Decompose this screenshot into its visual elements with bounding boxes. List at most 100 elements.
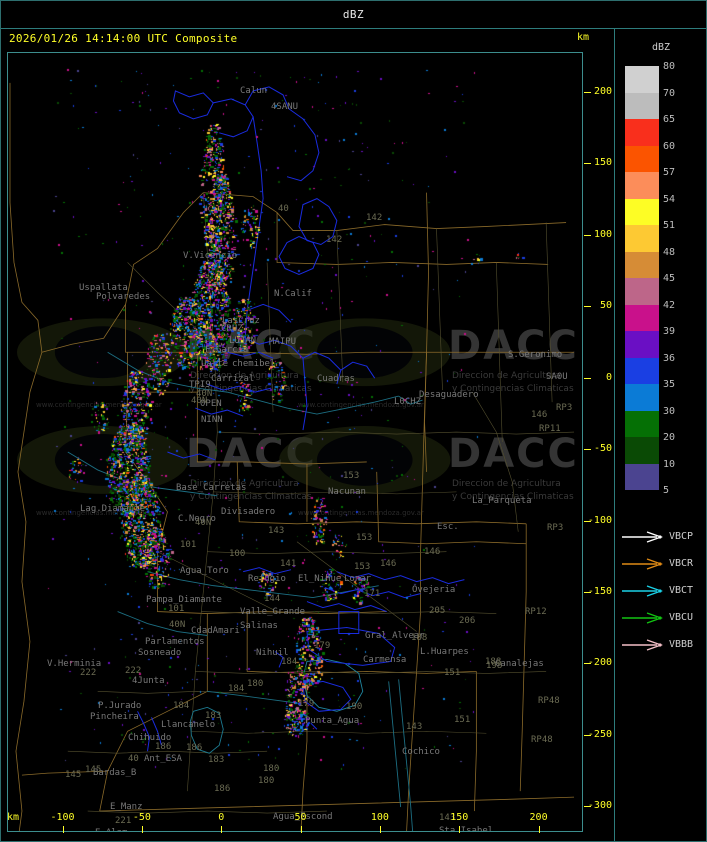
place-label: 0PEN bbox=[200, 399, 222, 409]
place-label: Agua_Escond bbox=[273, 812, 333, 822]
route-number-label: 179 bbox=[298, 699, 315, 709]
color-scale-tick-label: 51 bbox=[663, 220, 676, 231]
place-label: C.Negro bbox=[178, 514, 216, 524]
color-scale-tick-label: 48 bbox=[663, 246, 676, 258]
route-number-label: 144 bbox=[264, 594, 281, 604]
place-label: Uspallata bbox=[79, 283, 128, 293]
color-scale-tick-label: 54 bbox=[663, 193, 676, 205]
route-number-label: 40N bbox=[195, 518, 212, 528]
place-label: Bardas_B bbox=[93, 768, 137, 778]
color-scale-labels: 80 70 65 60 57 54 51 48 45 42 39 36 35 30 20 10 5 bbox=[663, 54, 707, 505]
place-label: chemibel bbox=[232, 359, 276, 369]
route-number-label: 180 bbox=[258, 776, 275, 786]
y-axis-tick-label: -200 bbox=[587, 657, 612, 669]
color-scale-tick-label: 57 bbox=[663, 167, 676, 178]
color-scale-swatches bbox=[625, 66, 659, 490]
y-axis-tick-mark bbox=[584, 163, 591, 165]
route-number-label: 40 bbox=[128, 754, 139, 764]
x-axis-tick-label: -50 bbox=[132, 812, 151, 823]
color-swatch bbox=[625, 119, 659, 146]
color-scale-tick-label: 35 bbox=[663, 379, 676, 390]
color-scale-tick-label: 39 bbox=[663, 326, 676, 337]
route-number-label: 186 bbox=[155, 742, 172, 752]
color-swatch bbox=[625, 198, 659, 225]
place-label: S.Geronimo bbox=[508, 350, 563, 360]
vector-legend: VBCP VBCR VBCT VBCU VBBB bbox=[621, 523, 707, 658]
place-label: SA0U bbox=[546, 372, 568, 382]
x-axis: km -100 -50 0 50 100 150 200 bbox=[1, 808, 613, 841]
vector-legend-row: VBCT bbox=[621, 577, 707, 604]
route-number-label: 40N bbox=[196, 389, 213, 399]
place-label: Desaguadero bbox=[419, 390, 479, 400]
color-scale-tick-label: 42 bbox=[663, 299, 676, 311]
place-label: V.Herminia bbox=[47, 659, 102, 669]
route-number-label: 143 bbox=[268, 526, 285, 536]
y-axis-tick-label: 100 bbox=[593, 228, 612, 240]
vector-legend-row: VBCU bbox=[621, 604, 707, 631]
arrow-icon bbox=[622, 611, 663, 624]
timestamp-label: 2026/01/26 14:14:00 UTC Composite bbox=[9, 32, 238, 45]
place-label: Parlamentos bbox=[145, 637, 205, 647]
place-label: Divisadero bbox=[221, 507, 276, 517]
y-axis: 200 150 100 50 0 -50 -100 -150 -200 -250 -300 bbox=[584, 52, 612, 841]
color-scale-tick-label: 45 bbox=[663, 273, 676, 284]
x-axis-tick-mark bbox=[379, 826, 381, 833]
place-label: Sta.Isabel bbox=[439, 826, 494, 832]
place-label: Cuadras bbox=[317, 374, 355, 384]
y-axis-tick-mark bbox=[584, 449, 591, 451]
y-axis-tick-label: -100 bbox=[587, 514, 612, 526]
radar-map-canvas[interactable]: DACC DACC DACC DACC Di bbox=[7, 52, 583, 832]
vector-legend-label: VBCP bbox=[669, 531, 694, 542]
place-label: MAIPU bbox=[269, 337, 297, 347]
route-number-label: 153 bbox=[356, 533, 373, 543]
route-number-label: 100 bbox=[229, 549, 246, 559]
x-axis-tick-mark bbox=[538, 826, 540, 833]
place-label: Uarte bbox=[201, 359, 229, 369]
color-scale-tick-label: 10 bbox=[663, 458, 676, 470]
arrow-icon bbox=[622, 584, 663, 597]
route-number-label: 205 bbox=[429, 606, 446, 616]
x-axis-tick-label: 200 bbox=[529, 812, 548, 823]
place-label: P.Jurado bbox=[98, 701, 142, 711]
x-axis-unit-label: km bbox=[7, 812, 20, 823]
route-number-label: 142 bbox=[326, 235, 343, 245]
color-swatch bbox=[625, 172, 659, 199]
route-number-label: 101 bbox=[168, 604, 185, 614]
route-number-label: 153 bbox=[354, 562, 371, 572]
route-number-label: 40 bbox=[278, 204, 289, 214]
place-label: Valle_Grande bbox=[240, 607, 306, 617]
color-swatch bbox=[625, 384, 659, 411]
y-axis-tick-mark bbox=[584, 663, 591, 665]
route-number-label: RP3 bbox=[556, 403, 573, 413]
route-number-label: 146 bbox=[424, 547, 441, 557]
route-number-label: 186 bbox=[214, 784, 231, 794]
y-axis-unit-label: km bbox=[577, 32, 590, 43]
route-number-label: 188 bbox=[411, 633, 428, 643]
color-swatch bbox=[625, 331, 659, 358]
route-number-label: 171 bbox=[364, 589, 381, 599]
x-axis-tick-label: 50 bbox=[294, 812, 307, 823]
vector-legend-label: VBCR bbox=[669, 558, 694, 569]
route-number-label: 186 bbox=[186, 743, 203, 753]
window-title: dBZ bbox=[342, 8, 365, 21]
place-label: Salinas bbox=[240, 621, 278, 631]
place-label: Lonar bbox=[344, 574, 372, 584]
plot-area: 2026/01/26 14:14:00 UTC Composite km DAC… bbox=[1, 28, 613, 841]
place-label: N.Calif bbox=[274, 289, 312, 299]
route-number-label: 145 bbox=[65, 770, 82, 780]
y-axis-tick-label: 200 bbox=[593, 86, 612, 97]
y-axis-tick-label: 50 bbox=[599, 300, 612, 312]
place-label: Sosneado bbox=[138, 648, 182, 658]
color-scale-tick-label: 65 bbox=[663, 114, 676, 125]
plot-header: 2026/01/26 14:14:00 UTC Composite km bbox=[1, 28, 613, 52]
color-scale-tick-label: 30 bbox=[663, 405, 676, 417]
place-label: Agua_Toro bbox=[180, 566, 229, 576]
color-scale-tick-label: 80 bbox=[663, 61, 676, 72]
place-label: TPI9 bbox=[189, 380, 211, 390]
color-scale-tick-label: 5 bbox=[663, 485, 670, 496]
place-label: La_Parqueta bbox=[472, 496, 532, 506]
route-number-label: 222 bbox=[125, 666, 142, 676]
color-swatch bbox=[625, 437, 659, 464]
y-axis-tick-label: 150 bbox=[593, 157, 612, 169]
place-label: Punta_Agua bbox=[305, 716, 360, 726]
